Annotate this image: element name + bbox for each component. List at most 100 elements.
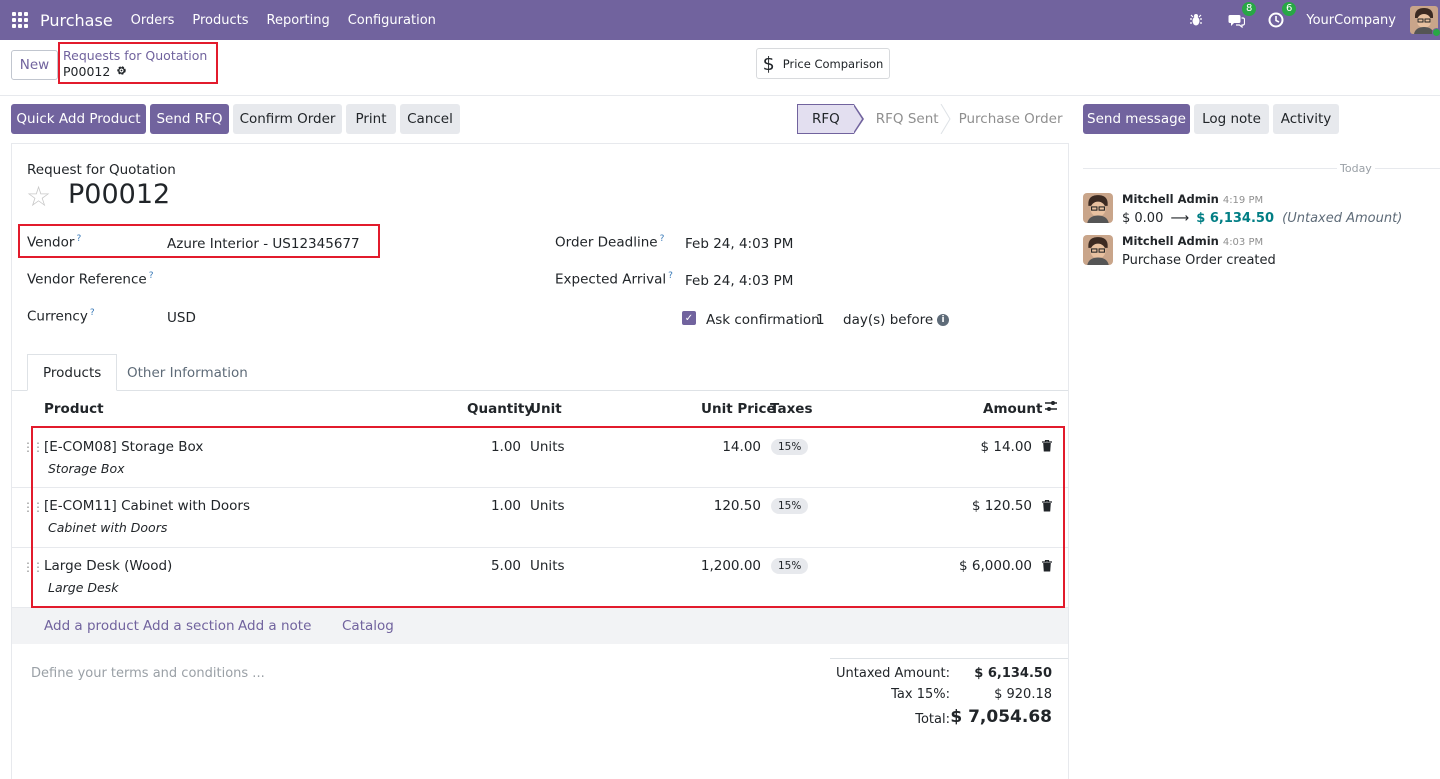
line-unit[interactable]: Units: [530, 498, 565, 514]
line-amount: $ 120.50: [971, 498, 1032, 514]
menu-orders[interactable]: Orders: [130, 12, 175, 28]
line-quantity[interactable]: 1.00: [490, 439, 521, 455]
menu-products[interactable]: Products: [192, 12, 249, 28]
help-icon[interactable]: ?: [89, 308, 95, 318]
avatar[interactable]: [1083, 193, 1113, 223]
messages-icon[interactable]: 8: [1226, 2, 1257, 30]
stage-rfq[interactable]: RFQ: [797, 104, 854, 134]
days-before-label: day(s) before: [843, 312, 934, 328]
price-comparison-button[interactable]: $ Price Comparison: [756, 48, 890, 79]
breadcrumb-parent-link[interactable]: Requests for Quotation: [63, 48, 208, 63]
catalog-link[interactable]: Catalog: [342, 618, 394, 634]
line-quantity[interactable]: 1.00: [490, 498, 521, 514]
line-unit[interactable]: Units: [530, 558, 565, 574]
help-icon[interactable]: ?: [659, 234, 665, 244]
line-amount: $ 6,000.00: [959, 558, 1032, 574]
new-button[interactable]: New: [11, 50, 58, 80]
avatar[interactable]: [1083, 235, 1113, 265]
line-quantity[interactable]: 5.00: [490, 558, 521, 574]
terms-and-conditions-field[interactable]: Define your terms and conditions ...: [31, 666, 265, 681]
tab-products[interactable]: Products: [27, 354, 118, 391]
menu-configuration[interactable]: Configuration: [347, 12, 436, 28]
line-unit-price[interactable]: 1,200.00: [700, 558, 761, 574]
line-unit-price[interactable]: 14.00: [722, 439, 761, 455]
stage-rfq-sent[interactable]: RFQ Sent: [875, 111, 939, 127]
info-icon[interactable]: i: [937, 314, 949, 326]
currency-label-text: Currency: [27, 308, 88, 325]
line-description[interactable]: Large Desk: [48, 580, 119, 595]
message-author-name[interactable]: Mitchell Admin: [1122, 234, 1219, 248]
line-unit-price[interactable]: 120.50: [713, 498, 761, 514]
drag-handle-icon[interactable]: ⋮⋮: [22, 440, 44, 454]
tracking-field-name: (Untaxed Amount): [1282, 211, 1403, 226]
help-icon[interactable]: ?: [148, 271, 154, 281]
gear-icon[interactable]: [116, 64, 127, 79]
drag-handle-icon[interactable]: ⋮⋮: [22, 500, 44, 514]
confirm-order-button[interactable]: Confirm Order: [233, 104, 342, 134]
help-icon[interactable]: ?: [668, 271, 673, 281]
cancel-button[interactable]: Cancel: [400, 104, 460, 134]
ask-confirmation-checkbox[interactable]: ✓: [682, 311, 696, 325]
message-author: Mitchell Admin 4:03 PM: [1122, 234, 1263, 248]
print-button[interactable]: Print: [346, 104, 396, 134]
menu-reporting[interactable]: Reporting: [266, 12, 330, 28]
tax-label: Tax 15%:: [891, 687, 950, 702]
vendor-field[interactable]: Azure Interior - US12345677: [167, 236, 360, 252]
column-amount[interactable]: Amount: [983, 401, 1043, 417]
table-row[interactable]: ⋮⋮ [E-COM08] Storage Box Storage Box 1.0…: [12, 428, 1068, 488]
apps-menu-icon[interactable]: [0, 0, 40, 40]
trash-icon[interactable]: [1042, 439, 1052, 455]
line-unit[interactable]: Units: [530, 439, 565, 455]
order-totals: Untaxed Amount: $ 6,134.50 Tax 15%: $ 92…: [830, 658, 1068, 727]
line-tax-tag[interactable]: 15%: [771, 558, 809, 574]
add-line-bar: Add a product Add a section Add a note C…: [12, 608, 1068, 644]
column-quantity[interactable]: Quantity: [467, 401, 534, 417]
message-author-name[interactable]: Mitchell Admin: [1122, 192, 1219, 206]
line-description[interactable]: Storage Box: [48, 461, 125, 476]
column-taxes[interactable]: Taxes: [770, 401, 813, 417]
vendor-reference-label: Vendor Reference?: [27, 271, 153, 288]
vendor-reference-field[interactable]: [167, 271, 517, 289]
add-section-link[interactable]: Add a section: [143, 618, 235, 634]
trash-icon[interactable]: [1042, 559, 1052, 575]
table-row[interactable]: ⋮⋮ [E-COM11] Cabinet with Doors Cabinet …: [12, 488, 1068, 548]
column-unit[interactable]: Unit: [530, 401, 562, 417]
column-settings-icon[interactable]: [1044, 400, 1058, 416]
send-rfq-button[interactable]: Send RFQ: [150, 104, 229, 134]
line-product[interactable]: Large Desk (Wood): [44, 558, 173, 574]
trash-icon[interactable]: [1042, 499, 1052, 515]
debug-bug-icon[interactable]: [1186, 10, 1206, 30]
column-product[interactable]: Product: [44, 401, 104, 417]
activity-clock-icon[interactable]: 6: [1266, 2, 1297, 30]
activity-button[interactable]: Activity: [1273, 104, 1339, 134]
line-description[interactable]: Cabinet with Doors: [48, 520, 168, 535]
company-switcher[interactable]: YourCompany: [1306, 12, 1396, 28]
send-message-button[interactable]: Send message: [1083, 104, 1190, 134]
message-body: Purchase Order created: [1122, 253, 1276, 268]
table-row[interactable]: ⋮⋮ Large Desk (Wood) Large Desk 5.00 Uni…: [12, 548, 1068, 608]
log-note-button[interactable]: Log note: [1194, 104, 1269, 134]
stage-purchase-order[interactable]: Purchase Order: [958, 111, 1063, 127]
user-avatar[interactable]: [1410, 6, 1440, 37]
add-product-link[interactable]: Add a product: [44, 618, 139, 634]
line-tax-tag[interactable]: 15%: [771, 439, 809, 455]
star-icon[interactable]: ☆: [26, 180, 52, 213]
quick-add-product-button[interactable]: Quick Add Product: [11, 104, 146, 134]
column-unit-price[interactable]: Unit Price: [701, 401, 776, 417]
price-comparison-label: Price Comparison: [782, 56, 884, 71]
currency-field[interactable]: USD: [167, 310, 196, 326]
message-time: 4:19 PM: [1222, 195, 1264, 206]
message-time: 4:03 PM: [1222, 237, 1264, 248]
line-tax-tag[interactable]: 15%: [771, 498, 809, 514]
expected-arrival-field[interactable]: Feb 24, 4:03 PM: [685, 273, 794, 289]
line-product[interactable]: [E-COM08] Storage Box: [44, 439, 204, 455]
app-name[interactable]: Purchase: [40, 10, 113, 30]
line-product[interactable]: [E-COM11] Cabinet with Doors: [44, 498, 251, 514]
drag-handle-icon[interactable]: ⋮⋮: [22, 560, 44, 574]
tab-other-information[interactable]: Other Information: [127, 364, 248, 381]
order-deadline-field[interactable]: Feb 24, 4:03 PM: [685, 236, 794, 252]
add-note-link[interactable]: Add a note: [238, 618, 312, 634]
stage-arrow-icon: [852, 104, 864, 134]
help-icon[interactable]: ?: [76, 234, 82, 244]
ask-confirmation-days-field[interactable]: 1: [816, 312, 825, 328]
